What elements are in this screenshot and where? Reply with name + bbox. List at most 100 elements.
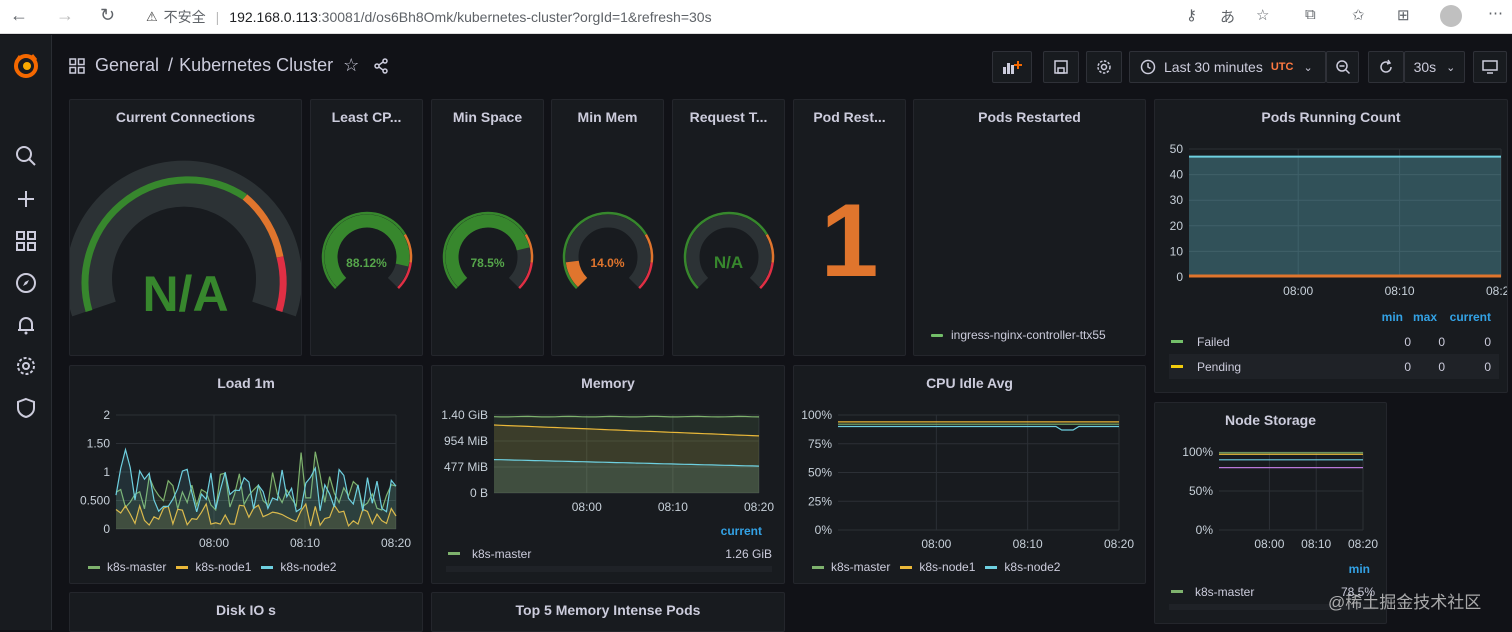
- legend-swatch: [448, 552, 460, 555]
- y-tick-label: 954 MiB: [444, 434, 488, 448]
- search-icon[interactable]: [10, 142, 42, 170]
- legend-label: ingress-nginx-controller-ttx55: [951, 328, 1106, 342]
- create-icon[interactable]: [10, 185, 42, 213]
- legend-item[interactable]: k8s-node2: [261, 560, 336, 574]
- panel-request[interactable]: Request T... N/A: [672, 99, 785, 356]
- y-tick-label: 100%: [801, 408, 832, 422]
- address-bar[interactable]: ⚠ 不安全 | 192.168.0.113 :30081/d/os6Bh8Omk…: [146, 5, 712, 29]
- panel-min-space[interactable]: Min Space 78.5%: [431, 99, 544, 356]
- legend-item[interactable]: k8s-node1: [176, 560, 251, 574]
- y-tick-label: 50: [1170, 142, 1184, 156]
- translate-icon[interactable]: あ: [1220, 9, 1236, 26]
- more-icon[interactable]: ⋯: [1488, 5, 1503, 22]
- warning-icon: ⚠: [146, 9, 158, 24]
- legend-item[interactable]: ingress-nginx-controller-ttx55: [931, 328, 1106, 342]
- gauge-value: 88.12%: [346, 256, 387, 270]
- star-icon[interactable]: ☆: [343, 55, 360, 75]
- legend: k8s-master k8s-node1 k8s-node2: [812, 560, 1070, 574]
- x-tick-label: 08:20: [381, 536, 411, 550]
- explore-icon[interactable]: [10, 269, 42, 297]
- time-range-label: Last 30 minutes: [1164, 59, 1263, 75]
- refresh-button[interactable]: [1368, 51, 1404, 83]
- x-tick-label: 08:00: [1254, 537, 1284, 551]
- gauge-threshold-red: [275, 256, 287, 312]
- panel-title: Min Space: [452, 109, 523, 125]
- dashboards-icon[interactable]: [10, 227, 42, 255]
- y-tick-label: 1: [103, 465, 110, 479]
- legend-item[interactable]: k8s-node1: [900, 560, 975, 574]
- legend-row[interactable]: k8s-master 78.5%: [1169, 579, 1375, 604]
- legend-swatch: [812, 565, 824, 569]
- dashboard-settings-button[interactable]: [1086, 51, 1122, 83]
- breadcrumb-separator: /: [168, 55, 174, 75]
- panel-memory[interactable]: Memory 1.40 GiB 954 MiB 477 MiB 0 B 08:00 08:…: [431, 365, 785, 584]
- shield-icon[interactable]: [10, 394, 42, 422]
- forward-icon[interactable]: →: [56, 5, 74, 25]
- reload-icon[interactable]: ↻: [100, 5, 116, 25]
- extensions-icon[interactable]: ⧉: [1305, 6, 1316, 23]
- legend-row[interactable]: k8s-master 1.26 GiB: [446, 541, 772, 566]
- panel-top-memory-pods[interactable]: Top 5 Memory Intense Pods: [431, 592, 785, 632]
- gauge-fill: [565, 260, 588, 288]
- x-tick-label: 08:10: [290, 536, 320, 550]
- panel-title: Pod Rest...: [813, 109, 886, 125]
- legend-row[interactable]: Failed 0 0 0: [1169, 329, 1499, 354]
- y-tick-label: 20: [1170, 219, 1184, 233]
- x-tick-label: 08:00: [1283, 284, 1313, 298]
- legend-header-current[interactable]: current: [720, 524, 762, 538]
- series-line: [838, 425, 1119, 431]
- panel-pod-restart[interactable]: Pod Rest... 1: [793, 99, 906, 356]
- panel-least-cpu[interactable]: Least CP... 88.12%: [310, 99, 423, 356]
- zoom-out-button[interactable]: [1326, 51, 1359, 83]
- panel-node-storage[interactable]: Node Storage 100% 50% 0% 08:00 08:10 08:20 mi…: [1154, 402, 1387, 624]
- key-icon[interactable]: ⚷: [1186, 7, 1197, 24]
- gauge-threshold-orange: [644, 233, 654, 263]
- legend-item[interactable]: k8s-master: [812, 560, 890, 574]
- chart-memory: 1.40 GiB 954 MiB 477 MiB 0 B 08:00 08:10 08:20: [441, 408, 774, 514]
- legend-item[interactable]: k8s-master: [88, 560, 166, 574]
- collections-icon[interactable]: ⊞: [1397, 7, 1410, 24]
- series-line: [493, 415, 760, 418]
- watermark: @稀土掘金技术社区: [1328, 593, 1482, 612]
- x-tick-label: 08:00: [199, 536, 229, 550]
- folder-link[interactable]: General: [95, 55, 160, 75]
- col-max[interactable]: max: [1412, 309, 1437, 324]
- panel-title: Disk IO s: [216, 602, 276, 618]
- legend-swatch: [900, 565, 913, 569]
- panel-load-1m[interactable]: Load 1m 2 1.50 1 0.500 0 08:00 08:10 08:20 k8s-…: [69, 365, 423, 584]
- legend-label: Pending: [1197, 359, 1242, 374]
- refresh-interval-picker[interactable]: 30s ⌄: [1404, 51, 1465, 83]
- page-title[interactable]: Kubernetes Cluster: [179, 55, 334, 75]
- panel-min-mem[interactable]: Min Mem 14.0%: [551, 99, 664, 356]
- legend-table: min max current Failed 0 0 0 Pending 0 0…: [1169, 304, 1499, 379]
- grafana-logo-icon[interactable]: [10, 52, 42, 80]
- apps-grid-icon: [69, 57, 85, 74]
- panel-cpu-idle-avg[interactable]: CPU Idle Avg 100% 75% 50% 25% 0% 08:00 08:10 08…: [793, 365, 1146, 584]
- legend-header-min[interactable]: min: [1348, 562, 1370, 576]
- favorites-icon[interactable]: ✩: [1352, 7, 1365, 24]
- panel-pods-running-count[interactable]: Pods Running Count 50 40 30 20 10 0 08:00 08:10…: [1154, 99, 1508, 393]
- time-picker[interactable]: Last 30 minutes UTC ⌄: [1129, 51, 1326, 83]
- tv-mode-button[interactable]: [1473, 51, 1507, 83]
- panel-pods-restarted[interactable]: Pods Restarted ingress-nginx-controller-…: [913, 99, 1146, 356]
- col-current[interactable]: current: [1449, 309, 1491, 324]
- profile-avatar[interactable]: [1440, 5, 1462, 27]
- panel-disk-io[interactable]: Disk IO s: [69, 592, 423, 632]
- panel-current-connections[interactable]: Current Connections N/A: [69, 99, 302, 356]
- favorite-add-icon[interactable]: ☆: [1256, 7, 1270, 24]
- y-tick-label: 0.500: [80, 494, 110, 508]
- add-panel-button[interactable]: [992, 51, 1032, 83]
- legend-item[interactable]: k8s-node2: [985, 560, 1060, 574]
- save-dashboard-button[interactable]: [1043, 51, 1079, 83]
- clock-icon: [1140, 59, 1156, 75]
- gauge-threshold-orange: [403, 233, 413, 263]
- back-icon[interactable]: ←: [10, 5, 28, 25]
- share-icon[interactable]: [373, 57, 389, 74]
- x-tick-label: 08:10: [1385, 284, 1415, 298]
- y-tick-label: 1.40 GiB: [441, 408, 488, 422]
- legend-row[interactable]: Pending 0 0 0: [1169, 354, 1499, 379]
- alerting-bell-icon[interactable]: [10, 311, 42, 339]
- settings-gear-icon[interactable]: [10, 352, 42, 380]
- legend-swatch: [1171, 590, 1183, 593]
- col-min[interactable]: min: [1381, 309, 1403, 324]
